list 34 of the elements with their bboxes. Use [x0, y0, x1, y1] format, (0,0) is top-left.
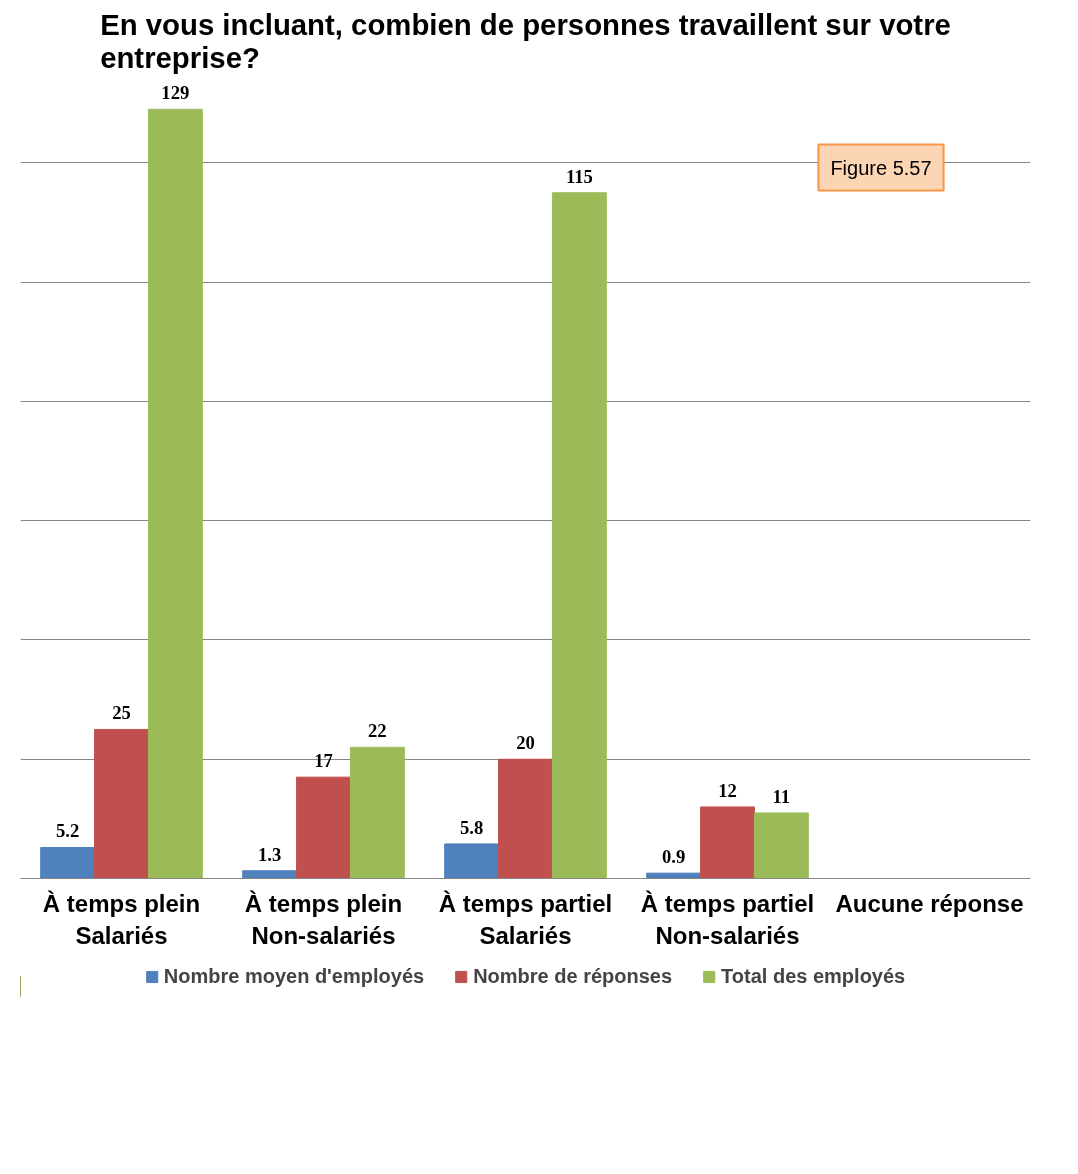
x-tick-label: À temps plein Salariés — [42, 889, 201, 949]
bar — [94, 728, 149, 879]
bar — [40, 846, 96, 879]
bar — [700, 806, 755, 879]
bar — [551, 192, 607, 879]
data-label: 22 — [368, 720, 387, 742]
chart-title: En vous incluant, combien de personnes travaillent sur votre entreprise? — [100, 7, 951, 74]
bar — [296, 776, 351, 879]
bar — [498, 758, 553, 879]
data-label: 17 — [314, 750, 333, 772]
bar — [646, 872, 702, 879]
bar — [147, 108, 203, 879]
x-tick-label: Aucune réponse — [835, 889, 1024, 917]
data-label: 5.2 — [55, 820, 80, 842]
data-label: 129 — [161, 82, 190, 104]
x-tick-label: À temps plein Non-salariés — [244, 889, 403, 949]
x-tick-label: À temps partiel Salariés — [438, 889, 613, 949]
data-label: 1.3 — [257, 843, 282, 865]
annotation: Figure 5.57 — [830, 156, 932, 179]
data-label: 11 — [772, 785, 791, 807]
bar — [444, 843, 500, 879]
legend-label: Total des employés — [721, 964, 906, 988]
data-label: 115 — [565, 165, 593, 187]
data-label: 25 — [112, 702, 131, 724]
bar — [242, 870, 298, 879]
bar — [753, 812, 809, 879]
data-label: 5.8 — [459, 816, 484, 838]
data-label: 0.9 — [661, 846, 686, 868]
legend-label: Nombre moyen d'employés — [163, 964, 425, 988]
legend-label: Nombre de réponses — [473, 964, 673, 988]
data-label: 12 — [718, 779, 737, 801]
bar — [349, 746, 405, 879]
data-label: 20 — [516, 732, 535, 754]
x-tick-label: À temps partiel Non-salariés — [640, 889, 815, 949]
